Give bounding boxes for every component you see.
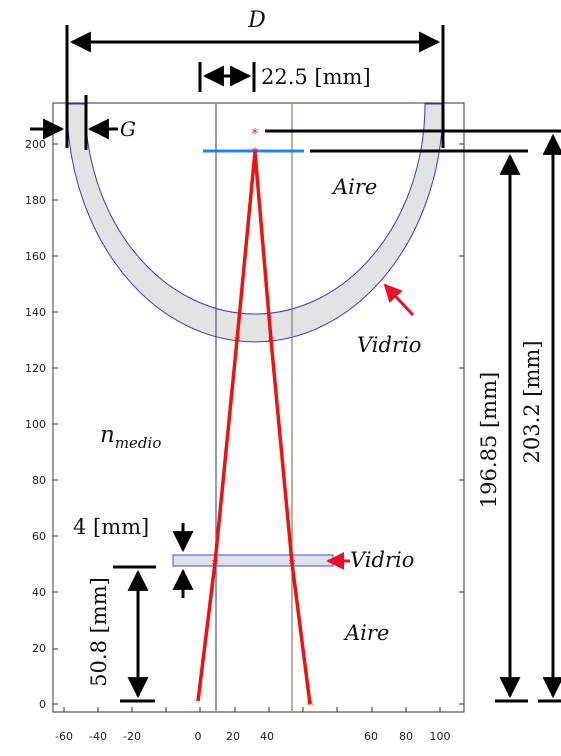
glass-plate — [172, 554, 334, 567]
dimension-focus-height — [310, 149, 528, 703]
x-tick-label: 80 — [399, 730, 413, 743]
marker-star: * — [307, 699, 314, 714]
label-D: D — [247, 8, 266, 33]
dimension-plate-height — [113, 565, 156, 703]
x-tick-label: 0 — [195, 730, 202, 743]
label-aire-top: Aire — [331, 175, 377, 199]
marker-star: * — [268, 335, 275, 350]
x-tick-label: -40 — [89, 730, 107, 743]
x-tick-label: -60 — [55, 730, 73, 743]
x-tick-label: 100 — [430, 730, 451, 743]
intersection-markers: * * * * * * * — [212, 127, 314, 714]
x-tick-label: 40 — [260, 730, 274, 743]
ray-right — [253, 151, 312, 705]
x-tick-marks — [63, 707, 441, 712]
y-tick-label: 160 — [25, 250, 46, 263]
y-tick-label: 200 — [25, 138, 46, 151]
dimension-G — [30, 95, 118, 150]
dimension-D — [65, 25, 445, 148]
ray-left — [196, 151, 257, 702]
label-vidrio-plate: Vidrio — [350, 548, 414, 572]
y-tick-label: 140 — [25, 306, 46, 319]
y-tick-label: 60 — [32, 530, 46, 543]
x-tick-labels: -60 -40 -20 0 20 40 60 80 100 — [55, 730, 450, 743]
label-focus-height: 196.85 [mm] — [477, 372, 501, 508]
y-tick-label: 20 — [32, 642, 46, 655]
label-thickness: 4 [mm] — [73, 515, 149, 539]
y-tick-label: 180 — [25, 194, 46, 207]
arrow-vidrio-dome — [383, 283, 415, 317]
label-plate-height: 50.8 [mm] — [87, 577, 111, 687]
label-n-sub: medio — [115, 434, 162, 452]
y-tick-label: 100 — [25, 418, 46, 431]
dimension-total-height — [265, 129, 561, 703]
y-tick-label: 40 — [32, 586, 46, 599]
x-tick-label: 20 — [226, 730, 240, 743]
marker-star: * — [252, 127, 259, 142]
marker-star: * — [289, 558, 296, 573]
marker-star: * — [252, 146, 259, 161]
x-tick-label: 60 — [364, 730, 378, 743]
label-vidrio-dome: Vidrio — [357, 333, 421, 357]
label-n-medio: nmedio — [100, 422, 161, 452]
marker-star: * — [234, 335, 241, 350]
y-tick-labels: 0 20 40 60 80 100 120 140 160 180 200 — [25, 138, 46, 711]
marker-star: * — [212, 558, 219, 573]
y-tick-label: 80 — [32, 474, 46, 487]
y-tick-label: 120 — [25, 362, 46, 375]
label-n-base: n — [100, 422, 115, 448]
label-aire-bottom: Aire — [343, 621, 389, 645]
dimension-offset — [198, 62, 256, 92]
y-tick-marks — [53, 143, 464, 705]
label-total-height: 203.2 [mm] — [520, 340, 544, 463]
y-tick-label: 0 — [39, 698, 46, 711]
label-offset: 22.5 [mm] — [261, 65, 371, 89]
label-G: G — [120, 117, 136, 141]
x-tick-label: -20 — [123, 730, 141, 743]
